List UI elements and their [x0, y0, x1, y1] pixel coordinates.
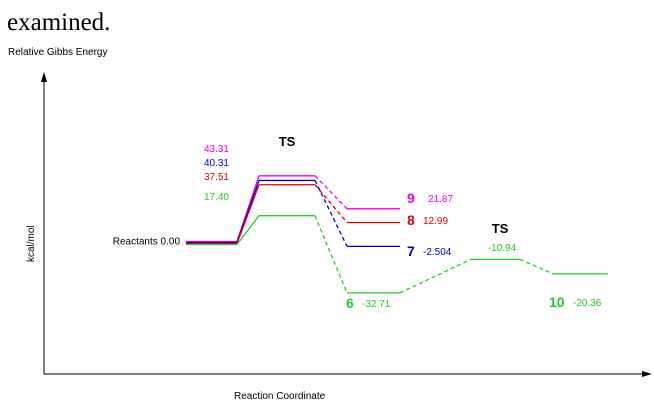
ts-value-8: 37.51 — [204, 172, 229, 183]
product-value-9: 21.87 — [428, 194, 453, 205]
fall-line-8 — [314, 184, 348, 223]
product-value-10: -20.36 — [573, 298, 602, 309]
product-name-8: 8 — [407, 212, 415, 228]
ts-value-7: 40.31 — [204, 158, 229, 169]
fall-line-9 — [314, 175, 348, 210]
ts-value-9: 43.31 — [204, 144, 229, 155]
ts2-value: -10.94 — [488, 243, 517, 254]
x-axis-label: Reaction Coordinate — [234, 391, 326, 401]
caption-text: examined. — [7, 9, 110, 36]
y-axis-top-label: Relative Gibbs Energy — [8, 47, 108, 58]
product-value-8: 12.99 — [423, 216, 448, 227]
ts-value-6: 17.40 — [204, 192, 229, 203]
fall-line-7 — [314, 180, 348, 247]
fall-line-6 — [314, 215, 348, 294]
y-axis-label: kcal/mol — [26, 225, 37, 262]
reactants-label: Reactants 0.00 — [113, 237, 181, 248]
rise-line-ts2 — [399, 258, 472, 294]
product-name-7: 7 — [407, 243, 415, 259]
fall-line-10 — [519, 258, 554, 275]
rise-line-8 — [236, 184, 260, 244]
product-name-9: 9 — [407, 190, 415, 206]
product-name-6: 6 — [346, 295, 354, 311]
x-axis-arrow — [642, 371, 652, 377]
y-axis-arrow — [41, 72, 47, 82]
product-name-10: 10 — [549, 294, 565, 310]
product-value-7: -2.504 — [423, 247, 452, 258]
ts-heading-2: TS — [492, 221, 509, 236]
ts-heading-1: TS — [279, 134, 296, 149]
chart-marks: Reactants 0.00 43.31 40.31 37.51 17.40 TS TS 9 2… — [113, 134, 608, 311]
product-value-6: -32.71 — [362, 299, 391, 310]
rise-line-6 — [236, 215, 260, 245]
